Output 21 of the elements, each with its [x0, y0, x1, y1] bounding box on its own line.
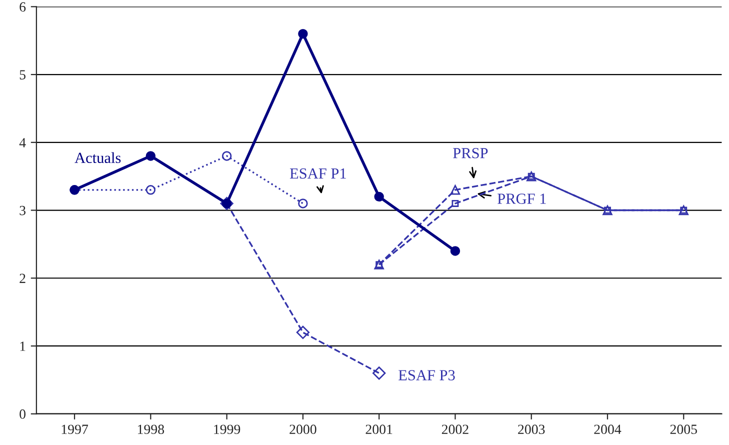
y-tick-label: 6: [20, 2, 26, 12]
x-tick-label: 1999: [214, 424, 240, 434]
x-tick-label: 2001: [366, 424, 392, 434]
x-tick-label: 2002: [442, 424, 468, 434]
series-label: PRSP: [453, 148, 488, 158]
y-tick-label: 0: [20, 409, 26, 419]
x-tick-label: 1997: [62, 424, 88, 434]
x-tick-label: 2000: [290, 424, 316, 434]
y-tick-label: 2: [20, 274, 26, 283]
x-tick-label: 1998: [138, 424, 164, 434]
y-tick-label: 5: [20, 70, 26, 80]
x-tick-label: 2004: [594, 424, 622, 434]
y-tick-label: 3: [20, 206, 26, 216]
x-tick-label: 2003: [518, 424, 545, 434]
y-tick-label: 4: [19, 138, 26, 148]
series-label: ESAF P3: [398, 370, 455, 380]
y-tick-label: 1: [20, 342, 26, 351]
series-label: Actuals: [74, 152, 121, 164]
x-tick-label: 2005: [670, 424, 697, 434]
series-label: PRGF 1: [498, 194, 546, 204]
series-label: ESAF P1: [290, 168, 346, 179]
